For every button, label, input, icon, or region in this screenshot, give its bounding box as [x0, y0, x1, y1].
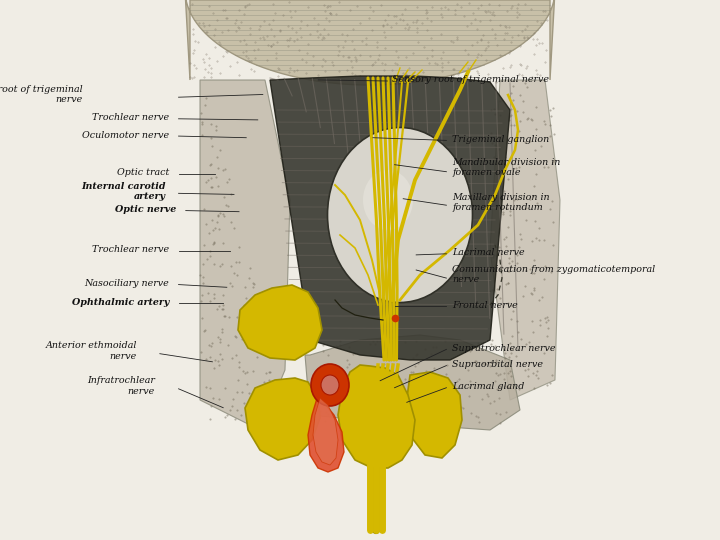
Text: Optic tract: Optic tract: [117, 168, 169, 177]
Polygon shape: [338, 365, 415, 468]
Text: Motor root of trigeminal
nerve: Motor root of trigeminal nerve: [0, 85, 83, 104]
Text: Ophthalmic artery: Ophthalmic artery: [72, 298, 169, 307]
Polygon shape: [270, 76, 510, 360]
Ellipse shape: [311, 364, 349, 406]
Polygon shape: [313, 398, 338, 465]
Text: Optic nerve: Optic nerve: [115, 205, 176, 214]
Polygon shape: [245, 378, 320, 460]
Text: Lacrimal gland: Lacrimal gland: [452, 382, 525, 390]
Text: Maxillary division in
foramen rotundum: Maxillary division in foramen rotundum: [452, 193, 550, 212]
Ellipse shape: [321, 375, 339, 395]
Ellipse shape: [363, 170, 413, 230]
Text: Trigeminal ganglion: Trigeminal ganglion: [452, 135, 549, 144]
Text: Supraorbital nerve: Supraorbital nerve: [452, 360, 543, 369]
Polygon shape: [490, 80, 560, 400]
Text: Sensory root of trigeminal nerve: Sensory root of trigeminal nerve: [392, 76, 549, 84]
Text: Internal carotid
artery: Internal carotid artery: [81, 182, 166, 201]
Ellipse shape: [328, 127, 472, 302]
Text: Communication from zygomaticotemporal
nerve: Communication from zygomaticotemporal ne…: [452, 265, 655, 284]
Text: Infratrochlear
nerve: Infratrochlear nerve: [87, 376, 155, 396]
Polygon shape: [238, 285, 322, 360]
Text: Nasociliary nerve: Nasociliary nerve: [84, 279, 169, 288]
Polygon shape: [308, 395, 344, 472]
Text: Mandibular division in
foramen ovale: Mandibular division in foramen ovale: [452, 158, 561, 177]
Polygon shape: [305, 335, 520, 430]
Text: Frontal nerve: Frontal nerve: [452, 301, 518, 309]
Polygon shape: [185, 0, 555, 85]
Text: Lacrimal nerve: Lacrimal nerve: [452, 248, 525, 257]
Text: Anterior ethmoidal
nerve: Anterior ethmoidal nerve: [45, 341, 137, 361]
Text: Supratrochlear nerve: Supratrochlear nerve: [452, 344, 556, 353]
Text: Trochlear nerve: Trochlear nerve: [92, 245, 169, 254]
Text: Oculomotor nerve: Oculomotor nerve: [82, 131, 169, 139]
Text: Trochlear nerve: Trochlear nerve: [92, 113, 169, 122]
Polygon shape: [405, 372, 462, 458]
Polygon shape: [200, 80, 290, 430]
